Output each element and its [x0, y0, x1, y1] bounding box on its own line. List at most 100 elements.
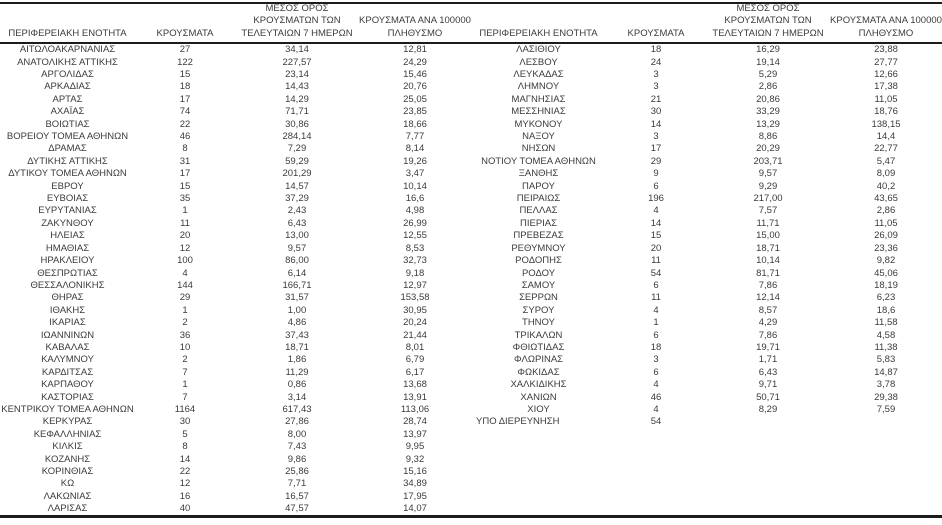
avg7-cell: 217,00	[753, 193, 783, 205]
per100k-cell: 9,95	[405, 441, 425, 453]
avg7-cell: 3,14	[287, 391, 307, 403]
table-row: ΑΝΑΤΟΛΙΚΗΣ ΑΤΤΙΚΗΣ 122 227,57 24,29	[0, 56, 471, 68]
avg7-header-line3: ΤΕΛΕΥΤΑΙΩΝ 7 ΗΜΕΡΩΝ	[241, 27, 353, 39]
region-cell: ΘΕΣΠΡΩΤΙΑΣ	[37, 267, 98, 279]
table-row: ΕΥΒΟΙΑΣ 35 37,29 16,6	[0, 193, 471, 205]
avg7-cell: 7,71	[287, 478, 307, 490]
avg7-cell: 6,14	[287, 267, 307, 279]
table-row: ΒΟΙΩΤΙΑΣ 22 30,86 18,66	[0, 118, 471, 130]
avg7-cell: 0,86	[287, 379, 307, 391]
cases-cell: 8	[182, 143, 188, 155]
table-row: ΚΕΡΚΥΡΑΣ 30 27,86 28,74	[0, 416, 471, 428]
region-cell: ΑΧΑΪΑΣ	[50, 106, 85, 118]
table-row: ΔΥΤΙΚΟΥ ΤΟΜΕΑ ΑΘΗΝΩΝ 17 201,29 3,47	[0, 168, 471, 180]
cases-cell: 196	[648, 193, 664, 205]
region-cell: ΕΒΡΟΥ	[51, 180, 84, 192]
region-cell: ΙΩΑΝΝΙΝΩΝ	[40, 329, 95, 341]
region-cell: ΚΑΡΠΑΘΟΥ	[41, 379, 94, 391]
cases-cell: 6	[653, 366, 659, 378]
cases-cell: 22	[179, 118, 191, 130]
avg7-cell: 8,57	[758, 304, 778, 316]
cases-cell: 2	[182, 354, 188, 366]
table-row: ΙΚΑΡΙΑΣ 2 4,86 20,24	[0, 317, 471, 329]
cases-cell: 40	[179, 503, 191, 515]
cases-cell: 18	[650, 44, 662, 56]
table-row: ΡΕΘΥΜΝΟΥ 20 18,71 23,36	[471, 243, 942, 255]
cases-cell: 1	[653, 317, 659, 329]
avg7-cell: 11,29	[285, 366, 309, 378]
per100k-cell: 17,38	[874, 81, 898, 93]
per100k-cell: 23,88	[874, 44, 898, 56]
cases-cell: 4	[182, 267, 188, 279]
per100k-cell: 25,05	[403, 93, 427, 105]
per100k-cell: 12,55	[403, 230, 427, 242]
per100k-cell: 11,05	[874, 217, 898, 229]
per100k-cell: 30,95	[403, 304, 427, 316]
avg7-cell: 86,00	[285, 255, 309, 267]
per100k-cell: 8,53	[405, 242, 425, 254]
table-row: ΡΟΔΟΥ 54 81,71 45,06	[471, 267, 942, 279]
table-row: ΒΟΡΕΙΟΥ ΤΟΜΕΑ ΑΘΗΝΩΝ 46 284,14 7,77	[0, 131, 471, 143]
avg7-cell: 14,43	[285, 81, 309, 93]
region-cell: ΙΘΑΚΗΣ	[49, 304, 86, 316]
per100k-cell: 26,99	[403, 217, 427, 229]
per100k-header-line2: ΠΛΗΘΥΣΜΟ	[858, 27, 914, 39]
table-bottom-border	[0, 515, 942, 518]
table-row: ΔΡΑΜΑΣ 8 7,29 8,14	[0, 143, 471, 155]
table-row: ΦΩΚΙΔΑΣ 6 6,43 14,87	[471, 367, 942, 379]
region-cell: ΣΥΡΟΥ	[522, 304, 555, 316]
per100k-cell: 23,36	[874, 242, 898, 254]
per100k-cell: 15,46	[403, 69, 427, 81]
region-cell: ΛΑΣΙΘΙΟΥ	[516, 44, 561, 56]
region-cell: ΦΩΚΙΔΑΣ	[517, 366, 560, 378]
table-row: ΚΕΦΑΛΛΗΝΙΑΣ 5 8,00 13,97	[0, 429, 471, 441]
table-row: ΚΑΒΑΛΑΣ 10 18,71 8,01	[0, 342, 471, 354]
avg7-cell: 12,14	[756, 292, 780, 304]
avg7-cell: 4,29	[758, 317, 778, 329]
region-cell: ΔΥΤΙΚΗΣ ΑΤΤΙΚΗΣ	[27, 155, 108, 167]
cases-header: ΚΡΟΥΣΜΑΤΑ	[606, 28, 706, 42]
region-cell: ΤΗΝΟΥ	[522, 317, 555, 329]
avg7-cell: 11,71	[756, 217, 780, 229]
region-cell: ΛΕΣΒΟΥ	[519, 56, 558, 68]
cases-cell: 1164	[174, 403, 196, 415]
per100k-cell: 18,76	[874, 106, 898, 118]
region-cell: ΑΡΚΑΔΙΑΣ	[44, 81, 91, 93]
table-row: ΠΕΙΡΑΙΩΣ 196 217,00 43,65	[471, 193, 942, 205]
cases-cell: 6	[653, 279, 659, 291]
cases-cell: 29	[650, 155, 662, 167]
region-cell: ΦΘΙΩΤΙΔΑΣ	[512, 341, 565, 353]
per100k-cell: 28,74	[403, 416, 427, 428]
avg7-cell: 13,29	[756, 118, 780, 130]
region-header: ΠΕΡΙΦΕΡΕΙΑΚΗ ΕΝΟΤΗΤΑ	[0, 28, 135, 42]
region-cell: ΘΕΣΣΑΛΟΝΙΚΗΣ	[30, 279, 105, 291]
avg7-cell: 18,71	[756, 242, 780, 254]
per100k-cell: 12,97	[403, 279, 427, 291]
table-row: ΘΕΣΣΑΛΟΝΙΚΗΣ 144 166,71 12,97	[0, 280, 471, 292]
avg7-cell: 13,00	[285, 230, 309, 242]
cases-cell: 10	[179, 341, 191, 353]
table-top-border	[0, 2, 942, 4]
cases-cell: 4	[653, 379, 659, 391]
table-row: ΝΑΞΟΥ 3 8,86 14,4	[471, 131, 942, 143]
region-cell: ΚΕΦΑΛΛΗΝΙΑΣ	[33, 428, 102, 440]
table-row: ΑΙΤΩΛΟΑΚΑΡΝΑΝΙΑΣ 27 34,14 12,81	[0, 44, 471, 56]
table-row: ΤΗΝΟΥ 1 4,29 11,58	[471, 317, 942, 329]
region-cell: ΜΥΚΟΝΟΥ	[514, 118, 563, 130]
cases-cell: 30	[179, 416, 191, 428]
table-header-right: ΠΕΡΙΦΕΡΕΙΑΚΗ ΕΝΟΤΗΤΑ ΚΡΟΥΣΜΑΤΑ ΜΕΣΟΣ ΟΡΟ…	[471, 0, 942, 42]
region-cell: ΧΙΟΥ	[527, 403, 550, 415]
region-cell: ΠΙΕΡΙΑΣ	[519, 217, 558, 229]
avg7-cell: 71,71	[285, 106, 309, 118]
per100k-cell: 6,23	[876, 292, 896, 304]
region-cell: ΠΕΛΛΑΣ	[519, 205, 558, 217]
per100k-cell: 9,18	[405, 267, 425, 279]
cases-cell: 11	[180, 217, 190, 229]
region-cell: ΠΡΕΒΕΖΑΣ	[513, 230, 564, 242]
region-cell: ΝΑΞΟΥ	[522, 131, 555, 143]
avg7-cell: 5,29	[758, 69, 778, 81]
cases-cell: 9	[653, 168, 659, 180]
per100k-cell: 4,58	[876, 329, 896, 341]
cases-cell: 100	[177, 255, 193, 267]
table-row: ΚΟΖΑΝΗΣ 14 9,86 9,32	[0, 453, 471, 465]
